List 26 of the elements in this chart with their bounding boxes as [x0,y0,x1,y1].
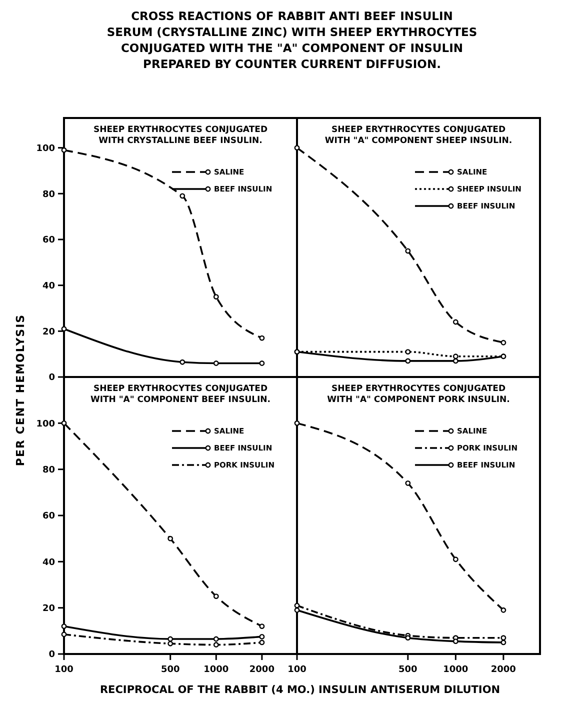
y-tick-label: 100 [36,419,55,430]
y-tick-label: 100 [36,144,55,154]
x-tick-label: 100 [288,665,306,675]
chart-title: CROSS REACTIONS OF RABBIT ANTI BEEF INSULIN SERUM (CRYSTALLINE ZINC) WITH SHEEP ERYTHROCYTES CONJUGATED WITH THE "A" COMPONENT OF INSULIN PREPARED BY COUNTER CURRENT DIFFUSION. [106,9,478,71]
y-tick-label: 20 [42,327,55,338]
x-tick-label: 2000 [490,665,516,675]
x-tick-label: 1000 [204,665,229,675]
text: SHEEP ERYTHROCYTES CONJUGATED WITH "A" COMPONENT SHEEP INSULIN. [324,125,512,146]
text: SHEEP ERYTHROCYTES CONJUGATED WITH CRYSTALLINE BEEF INSULIN. [93,125,268,146]
x-tick-label: 500 [398,665,418,675]
y-tick-label: 40 [42,281,55,292]
x-tick-label: 2000 [249,665,274,675]
y-tick-label: 20 [42,604,55,614]
x-tick-label: 1000 [443,665,468,675]
x-axis-title: RECIPROCAL OF THE RABBIT (4 MO.) INSULIN ANTISERUM DILUTION [100,684,500,696]
x-tick-label: 500 [160,665,180,675]
y-tick-label: 80 [42,465,55,476]
y-tick-label: 60 [42,236,55,246]
y-tick-label: 40 [42,558,55,568]
y-tick-label: 60 [42,512,55,522]
y-tick-label: 0 [48,650,55,660]
y-axis-title: PER CENT HEMOLYSIS [14,314,27,466]
y-tick-label: 0 [48,373,55,384]
text: SHEEP ERYTHROCYTES CONJUGATED WITH "A" COMPONENT BEEF INSULIN. [90,384,271,405]
y-tick-label: 80 [42,190,55,200]
text: SHEEP ERYTHROCYTES CONJUGATED WITH "A" COMPONENT PORK INSULIN. [327,384,510,405]
